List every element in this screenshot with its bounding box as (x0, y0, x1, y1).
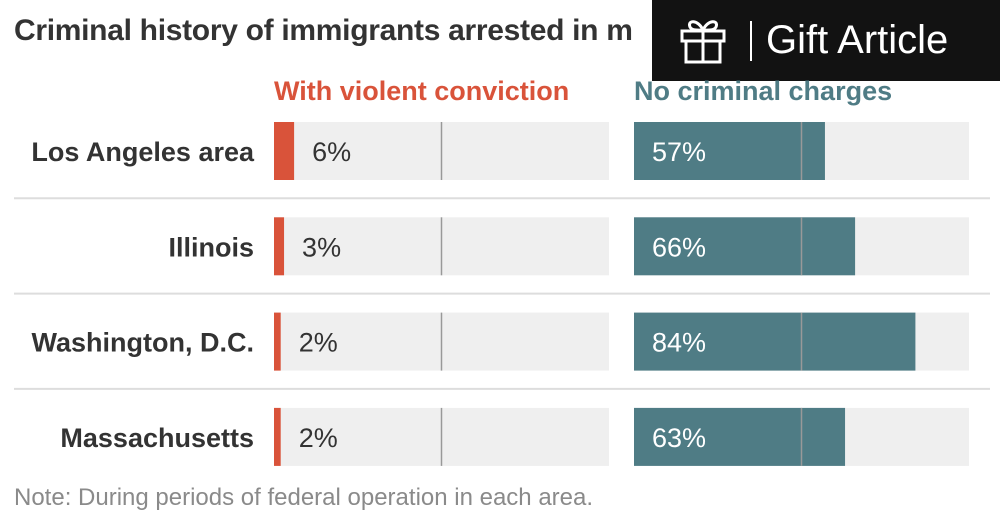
category-label-washington-d-c: Washington, D.C. (32, 328, 254, 358)
category-label-massachusetts: Massachusetts (60, 423, 254, 453)
gift-icon (680, 19, 726, 63)
category-label-los-angeles-area: Los Angeles area (31, 137, 255, 167)
value-label-violent: 2% (299, 328, 338, 358)
chart-title: Criminal history of immigrants arrested … (14, 14, 633, 47)
chart-note: Note: During periods of federal operatio… (14, 484, 594, 511)
bar-no-charges-los-angeles-area (634, 122, 825, 180)
bar-violent-massachusetts (274, 407, 281, 466)
value-label-violent: 2% (299, 423, 338, 453)
bar-violent-washington-d-c (274, 312, 281, 371)
value-label-no-charges: 84% (652, 328, 706, 358)
value-label-violent: 6% (312, 137, 351, 167)
bar-no-charges-massachusetts (634, 407, 846, 466)
bar-no-charges-illinois (634, 217, 856, 276)
value-label-no-charges: 66% (652, 232, 706, 262)
bar-violent-los-angeles-area (274, 122, 295, 180)
legend-no-criminal-charges: No criminal charges (634, 76, 893, 106)
category-label-illinois: Illinois (168, 232, 254, 262)
bar-violent-illinois (274, 217, 285, 276)
bar-no-charges-washington-d-c (634, 312, 916, 371)
value-label-violent: 3% (302, 232, 341, 262)
value-label-no-charges: 57% (652, 137, 706, 167)
gift-divider (750, 20, 752, 61)
gift-article-button[interactable]: Gift Article (652, 0, 1000, 81)
gift-article-label: Gift Article (766, 18, 949, 62)
legend-violent-conviction: With violent conviction (274, 76, 570, 106)
value-label-no-charges: 63% (652, 423, 706, 453)
